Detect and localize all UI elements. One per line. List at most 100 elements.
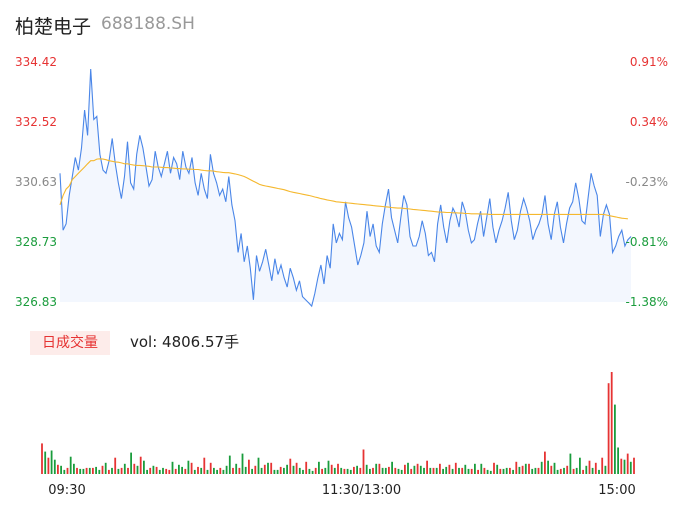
volume-bar: [423, 467, 425, 474]
volume-bar: [120, 467, 123, 474]
volume-bar: [572, 468, 575, 474]
volume-bar: [219, 467, 222, 474]
volume-bar: [340, 467, 343, 474]
volume-bar: [324, 467, 327, 474]
volume-bar: [489, 470, 492, 474]
volume-bar: [629, 461, 632, 474]
volume-bar: [426, 460, 428, 474]
volume-bar: [333, 467, 336, 474]
volume-bar: [69, 456, 72, 474]
volume-bar: [582, 469, 584, 474]
volume-bar: [254, 465, 257, 474]
volume-bar: [365, 464, 368, 474]
volume-bar: [111, 467, 113, 474]
volume-bar: [143, 460, 145, 474]
volume-bar: [114, 457, 117, 474]
volume-bar: [633, 457, 635, 474]
volume-bar: [610, 372, 613, 474]
price-tick-label: 330.63: [15, 175, 57, 189]
volume-bar: [464, 464, 467, 474]
volume-bar: [270, 462, 273, 474]
volume-bar: [85, 467, 88, 474]
volume-bar: [607, 383, 610, 474]
volume-bar: [429, 467, 432, 474]
time-axis-labels: 09:30 11:30/13:00 15:00: [48, 483, 635, 498]
volume-bar: [544, 451, 546, 474]
volume-bar: [171, 461, 174, 474]
volume-bar: [273, 469, 276, 474]
volume-bar: [521, 465, 524, 474]
volume-bar: [496, 464, 499, 474]
volume-bar: [181, 466, 183, 474]
volume-bar: [419, 465, 422, 474]
volume-bar: [626, 453, 629, 474]
volume-bar: [57, 464, 59, 474]
price-tick-label: 326.83: [15, 295, 57, 309]
volume-bar: [232, 467, 234, 474]
price-area-fill: [60, 69, 631, 307]
volume-bar: [263, 464, 266, 474]
volume-bar: [531, 468, 534, 474]
price-line: [59, 68, 632, 308]
volume-bar: [591, 467, 594, 474]
volume-bar: [404, 464, 406, 474]
volume-bar: [251, 468, 253, 474]
volume-bar: [623, 459, 626, 474]
volume-bar: [432, 467, 435, 474]
volume-bar: [388, 466, 390, 474]
volume-bar: [585, 465, 588, 474]
volume-bar: [391, 461, 393, 474]
volume-bar: [60, 465, 62, 474]
volume-bar: [330, 464, 333, 474]
volume-bar: [480, 463, 483, 474]
volume-bar: [617, 447, 619, 474]
volume-bar: [566, 465, 569, 474]
volume-bar: [563, 467, 565, 474]
volume-bar: [283, 467, 285, 474]
volume-bar: [579, 457, 581, 474]
volume-bar: [168, 469, 171, 474]
volume-bar: [451, 468, 454, 474]
volume-bar: [435, 467, 438, 474]
volume-bar: [537, 467, 540, 474]
volume-bar: [528, 463, 530, 474]
volume-bar: [413, 465, 416, 474]
price-panel: [59, 68, 632, 308]
volume-bar: [394, 467, 397, 474]
volume-bar: [104, 462, 107, 474]
volume-bar: [547, 460, 549, 474]
volume-bar: [454, 462, 457, 474]
volume-bar: [327, 460, 330, 474]
time-tick-label: 15:00: [598, 483, 635, 498]
volume-bar: [108, 469, 110, 474]
volume-bar: [158, 469, 161, 474]
volume-bar: [502, 468, 505, 474]
volume-bar: [381, 467, 384, 474]
volume-bar: [50, 450, 53, 474]
stock-name: 柏楚电子: [15, 16, 92, 38]
volume-bar: [378, 463, 381, 474]
volume-bar: [598, 469, 600, 474]
volume-bar: [321, 468, 323, 474]
volume-bar: [518, 466, 521, 474]
volume-bar: [139, 456, 142, 474]
price-axis-labels: 334.42 0.91% 332.52 0.34% 330.63 -0.23% 328.73…: [15, 55, 668, 309]
volume-bar: [295, 462, 298, 474]
volume-bar: [73, 463, 75, 474]
volume-bar: [63, 469, 66, 474]
stock-code: 688188.SH: [101, 14, 195, 34]
volume-bar: [79, 468, 82, 474]
volume-bar: [225, 465, 228, 474]
volume-panel-bars: [41, 372, 635, 474]
volume-bar: [445, 466, 448, 474]
volume-bar: [206, 469, 209, 474]
volume-bar: [149, 467, 152, 474]
volume-bar: [178, 464, 180, 474]
volume-bar: [209, 462, 212, 474]
volume-bar: [155, 466, 158, 474]
volume-bar: [534, 467, 537, 474]
volume-bar: [461, 467, 464, 474]
volume-bar: [474, 463, 476, 474]
time-tick-label: 11:30/13:00: [322, 483, 401, 498]
